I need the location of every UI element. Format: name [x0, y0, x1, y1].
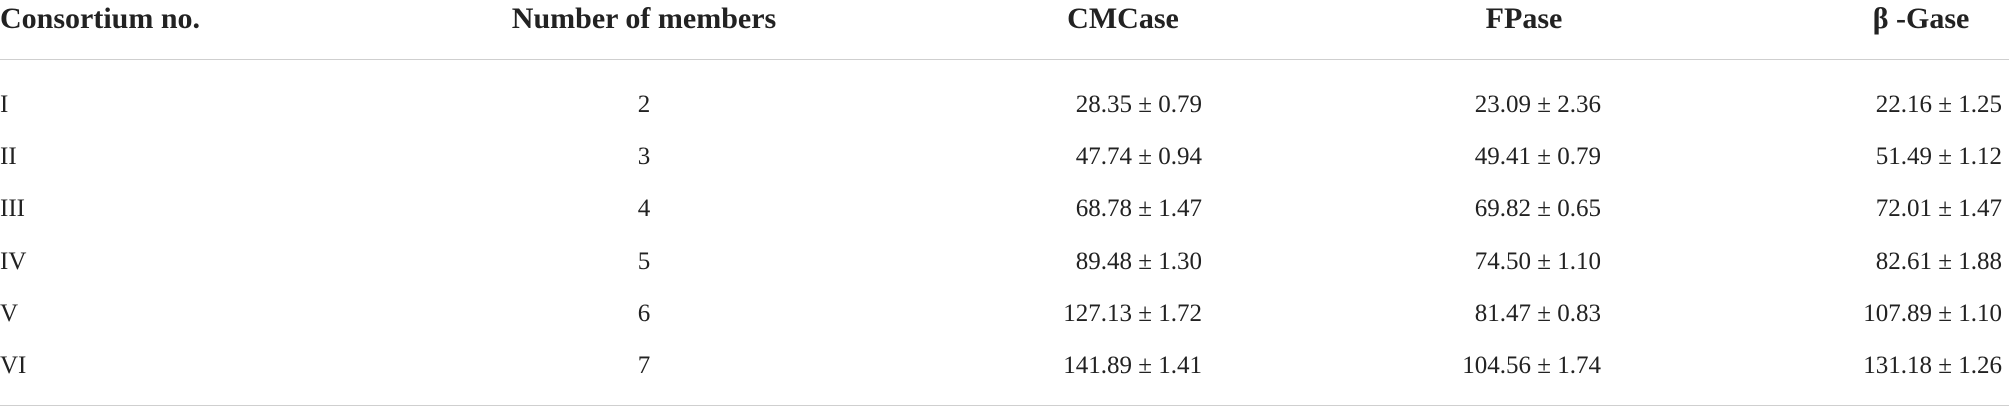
table-cell: II: [0, 143, 17, 171]
table-cell: V: [0, 299, 19, 327]
table-cell: 23.09 ± 2.36: [1474, 91, 1601, 118]
table-cell: 7: [637, 352, 651, 379]
table-cell: III: [0, 195, 25, 223]
table-cell: 72.01 ± 1.47: [1875, 195, 2002, 223]
table-cell: 81.47 ± 0.83: [1474, 299, 1601, 327]
table-cell: 3: [637, 143, 651, 171]
table-cell: 74.50 ± 1.10: [1474, 247, 1601, 275]
table-cell: I: [0, 91, 9, 118]
column-header: Consortium no.: [0, 2, 201, 35]
table-cell: IV: [0, 247, 27, 275]
table-cell: 127.13 ± 1.72: [1063, 299, 1202, 327]
column-header: β -Gase: [1872, 2, 1970, 35]
table-cell: 141.89 ± 1.41: [1063, 352, 1202, 379]
table-cell: 28.35 ± 0.79: [1075, 91, 1202, 118]
table-cell: VI: [0, 352, 27, 379]
table-cell: 82.61 ± 1.88: [1875, 247, 2002, 275]
table-cell: 131.18 ± 1.26: [1863, 352, 2002, 379]
table-cell: 2: [637, 91, 651, 118]
table-cell: 6: [637, 299, 651, 327]
header-rule: [0, 59, 2009, 60]
table-cell: 49.41 ± 0.79: [1474, 143, 1601, 171]
table-cell: 47.74 ± 0.94: [1075, 143, 1202, 171]
table-cell: 51.49 ± 1.12: [1875, 143, 2002, 171]
table-cell: 5: [637, 247, 651, 275]
column-header: Number of members: [511, 2, 777, 35]
table-cell: 68.78 ± 1.47: [1075, 195, 1202, 223]
table-cell: 104.56 ± 1.74: [1462, 352, 1601, 379]
table-cell: 4: [637, 195, 651, 223]
bottom-rule: [0, 405, 2009, 406]
table-cell: 89.48 ± 1.30: [1075, 247, 1202, 275]
column-header: CMCase: [1067, 2, 1179, 35]
column-header: FPase: [1485, 2, 1563, 35]
table-cell: 69.82 ± 0.65: [1474, 195, 1601, 223]
table-cell: 107.89 ± 1.10: [1863, 299, 2002, 327]
table-cell: 22.16 ± 1.25: [1875, 91, 2002, 118]
